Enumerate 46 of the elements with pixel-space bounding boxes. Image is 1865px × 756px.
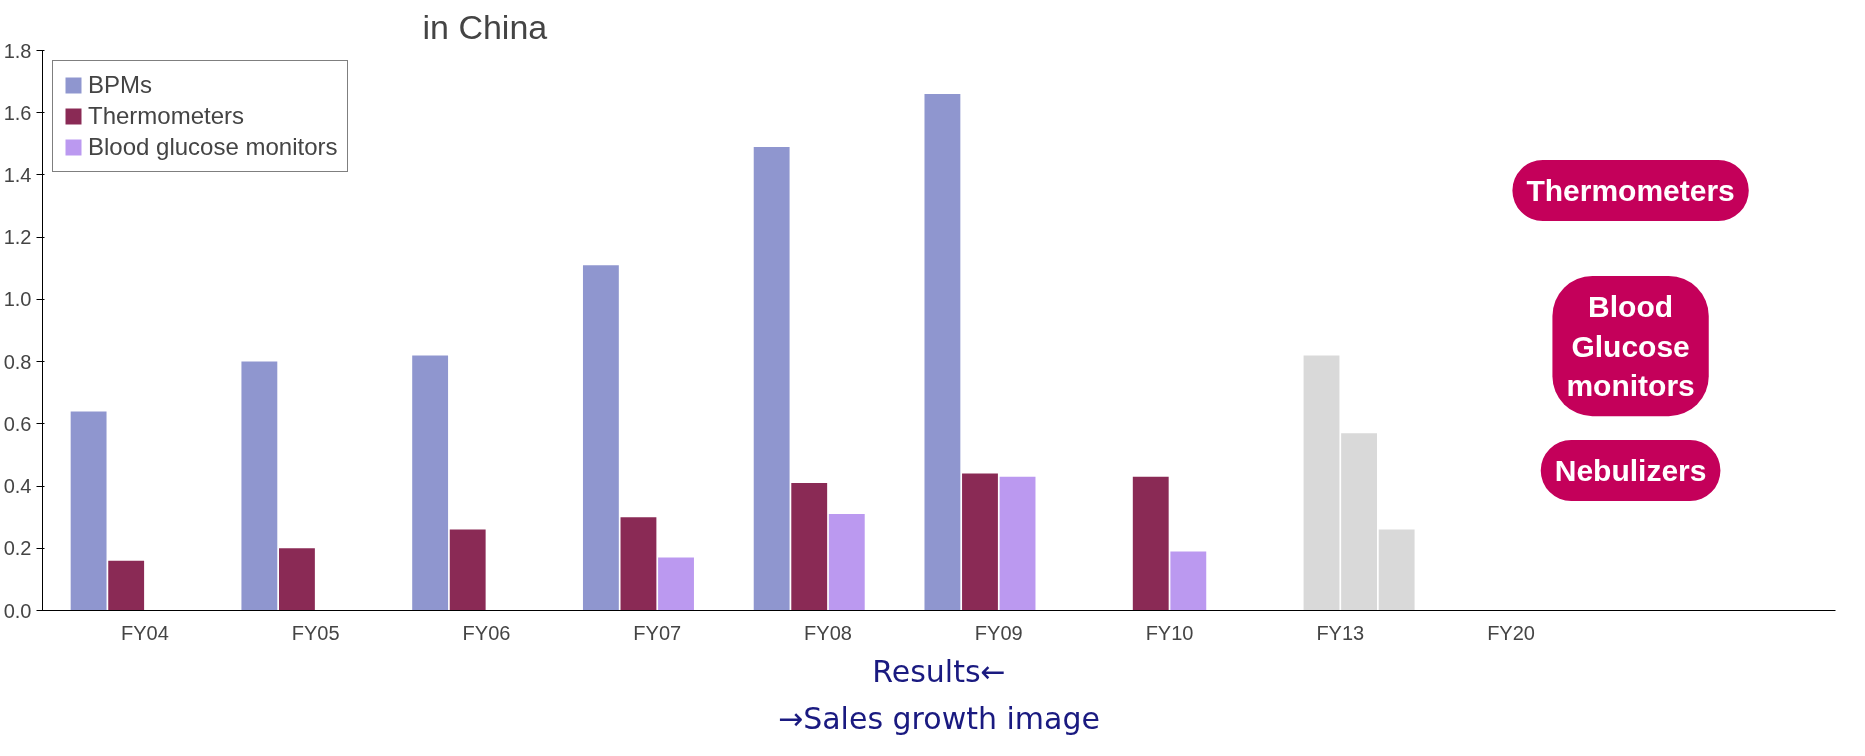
bar bbox=[658, 557, 694, 611]
x-tick-label: FY04 bbox=[121, 621, 169, 644]
bar bbox=[108, 560, 145, 611]
bar bbox=[279, 548, 315, 611]
x-tick-label: FY08 bbox=[804, 621, 852, 644]
annotation: Nebulizers bbox=[1554, 454, 1707, 487]
x-tick-label: FY20 bbox=[1487, 621, 1535, 644]
text: Results← bbox=[872, 653, 1006, 689]
legend-label: BPMs bbox=[88, 71, 153, 99]
bar bbox=[791, 482, 828, 611]
legend-label: Blood glucose monitors bbox=[88, 133, 338, 161]
bar bbox=[828, 514, 865, 611]
annotation: Thermometers bbox=[1526, 174, 1735, 207]
y-tick-label: 0.6 bbox=[3, 412, 32, 435]
y-tick-label: 1.6 bbox=[3, 101, 32, 124]
bar bbox=[412, 355, 449, 611]
y-tick-label: 0.0 bbox=[3, 599, 32, 622]
bar bbox=[70, 411, 107, 611]
y-tick-label: 1.4 bbox=[3, 163, 32, 186]
y-tick-label: 0.8 bbox=[3, 350, 32, 373]
x-tick-label: FY10 bbox=[1145, 621, 1194, 644]
y-tick-label: 1.0 bbox=[3, 288, 32, 311]
x-tick-label: FY07 bbox=[633, 621, 682, 644]
x-tick-label: FY05 bbox=[291, 621, 340, 644]
y-tick-label: 1.2 bbox=[3, 226, 32, 249]
x-tick-label: FY06 bbox=[462, 621, 511, 644]
bar bbox=[449, 529, 486, 611]
bar bbox=[1170, 551, 1207, 611]
bar bbox=[241, 361, 278, 611]
bar bbox=[924, 94, 961, 611]
legend-label: Thermometers bbox=[88, 102, 245, 130]
text: →Sales growth image bbox=[778, 700, 1100, 736]
bar bbox=[620, 517, 657, 611]
x-tick-label: FY09 bbox=[974, 621, 1023, 644]
bar bbox=[1378, 529, 1415, 611]
y-tick-label: 0.4 bbox=[3, 475, 32, 498]
bar bbox=[1132, 476, 1169, 611]
annotation: Blood Glucose monitors bbox=[1566, 289, 1695, 403]
y-tick-label: 1.8 bbox=[3, 39, 32, 62]
bar bbox=[962, 473, 998, 611]
x-tick-label: FY13 bbox=[1316, 621, 1365, 644]
bar bbox=[582, 265, 619, 611]
chart-title: in China bbox=[422, 7, 548, 46]
bar bbox=[999, 476, 1036, 611]
y-tick-label: 0.2 bbox=[3, 537, 32, 560]
bar bbox=[753, 146, 790, 611]
